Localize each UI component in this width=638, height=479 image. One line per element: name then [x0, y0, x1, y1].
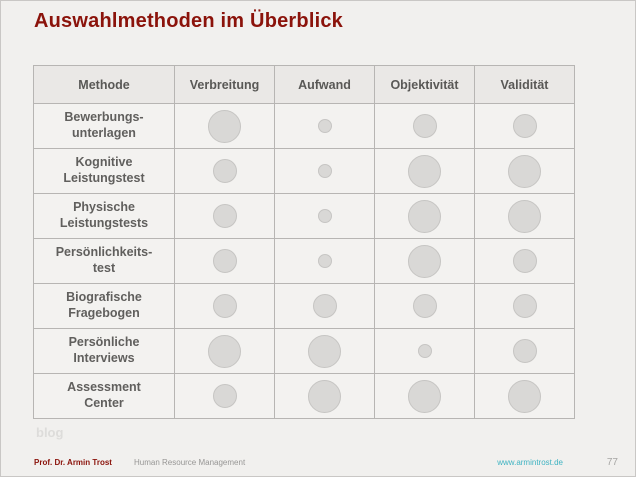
rating-cell-verbreitung	[174, 193, 275, 239]
rating-circle	[317, 119, 332, 133]
table-row-pers-nlichkeits-test: Persönlichkeits- test	[33, 238, 575, 284]
table-row-physische-leistungstests: Physische Leistungstests	[33, 193, 575, 239]
table-row-biografische-fragebogen: Biografische Fragebogen	[33, 283, 575, 329]
rating-circle	[417, 344, 432, 358]
rating-cell-aufwand	[274, 373, 375, 419]
rating-cell-verbreitung	[174, 148, 275, 194]
rating-cell-objektivit-t	[374, 283, 475, 329]
rating-cell-verbreitung	[174, 283, 275, 329]
rating-circle	[408, 154, 441, 188]
rating-circle	[512, 114, 537, 138]
rating-cell-aufwand	[274, 193, 375, 239]
method-label: Kognitive Leistungstest	[33, 148, 175, 194]
footer-website-link[interactable]: www.armintrost.de	[497, 458, 563, 467]
rating-cell-aufwand	[274, 283, 375, 329]
method-label: Bewerbungs- unterlagen	[33, 103, 175, 149]
header-row: Methode Verbreitung Aufwand Objektivität Val…	[33, 65, 575, 104]
rating-cell-validit-t	[474, 328, 575, 374]
rating-circle	[408, 199, 441, 233]
column-header-aufwand: Aufwand	[274, 65, 375, 104]
column-header-validit-t: Validität	[474, 65, 575, 104]
method-label: Physische Leistungstests	[33, 193, 175, 239]
slide-title: Auswahlmethoden im Überblick	[34, 10, 343, 32]
rating-circle	[212, 384, 237, 408]
table-row-assessment-center: Assessment Center	[33, 373, 575, 419]
rating-circle	[508, 379, 541, 413]
table-row-kognitive-leistungstest: Kognitive Leistungstest	[33, 148, 575, 194]
rating-circle	[508, 199, 541, 233]
rating-cell-aufwand	[274, 238, 375, 284]
rating-circle	[312, 294, 337, 318]
rating-cell-verbreitung	[174, 238, 275, 284]
rating-circle	[308, 334, 341, 368]
rating-cell-aufwand	[274, 148, 375, 194]
rating-cell-verbreitung	[174, 373, 275, 419]
rating-circle	[512, 339, 537, 363]
rating-cell-aufwand	[274, 328, 375, 374]
method-label: Biografische Fragebogen	[33, 283, 175, 329]
footer-author: Prof. Dr. Armin Trost	[34, 458, 112, 467]
method-label: Persönliche Interviews	[33, 328, 175, 374]
rating-cell-aufwand	[274, 103, 375, 149]
column-header-verbreitung: Verbreitung	[174, 65, 275, 104]
watermark-blog: blog	[36, 425, 64, 440]
table-row-bewerbungs-unterlagen: Bewerbungs- unterlagen	[33, 103, 575, 149]
footer: Prof. Dr. Armin Trost Human Resource Man…	[1, 452, 635, 474]
rating-circle	[408, 379, 441, 413]
page-number: 77	[606, 457, 618, 468]
method-label: Persönlichkeits- test	[33, 238, 175, 284]
rating-cell-validit-t	[474, 193, 575, 239]
rating-circle	[212, 249, 237, 273]
rating-cell-validit-t	[474, 103, 575, 149]
rating-circle	[208, 334, 241, 368]
rating-circle	[512, 249, 537, 273]
rating-circle	[512, 294, 537, 318]
rating-circle	[508, 154, 541, 188]
column-header-objektivit-t: Objektivität	[374, 65, 475, 104]
rating-circle	[317, 254, 332, 268]
rating-circle	[212, 159, 237, 183]
table-header: Methode Verbreitung Aufwand Objektivität Val…	[33, 65, 575, 104]
rating-cell-objektivit-t	[374, 193, 475, 239]
rating-cell-verbreitung	[174, 103, 275, 149]
rating-cell-objektivit-t	[374, 328, 475, 374]
footer-course: Human Resource Management	[134, 458, 246, 467]
column-header-methode: Methode	[33, 65, 175, 104]
rating-cell-objektivit-t	[374, 238, 475, 284]
rating-circle	[317, 209, 332, 223]
rating-circle	[212, 294, 237, 318]
rating-cell-objektivit-t	[374, 103, 475, 149]
rating-circle	[212, 204, 237, 228]
rating-circle	[317, 164, 332, 178]
rating-cell-verbreitung	[174, 328, 275, 374]
rating-cell-validit-t	[474, 148, 575, 194]
methods-table: Methode Verbreitung Aufwand Objektivität Val…	[33, 65, 575, 419]
rating-circle	[308, 379, 341, 413]
rating-cell-validit-t	[474, 238, 575, 284]
rating-cell-validit-t	[474, 373, 575, 419]
rating-cell-objektivit-t	[374, 148, 475, 194]
rating-cell-validit-t	[474, 283, 575, 329]
method-label: Assessment Center	[33, 373, 175, 419]
rating-circle	[412, 294, 437, 318]
rating-cell-objektivit-t	[374, 373, 475, 419]
table-row-pers-nliche-interviews: Persönliche Interviews	[33, 328, 575, 374]
rating-circle	[208, 109, 241, 143]
rating-circle	[408, 244, 441, 278]
rating-circle	[412, 114, 437, 138]
